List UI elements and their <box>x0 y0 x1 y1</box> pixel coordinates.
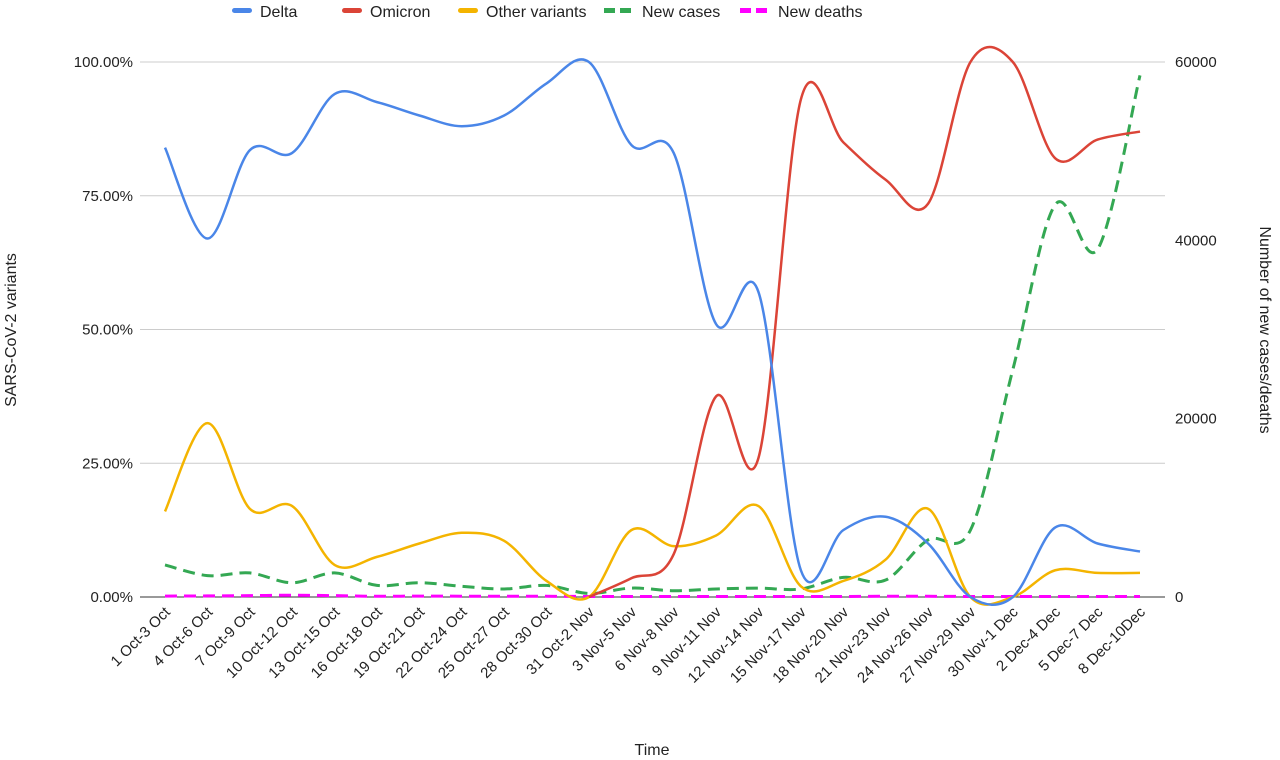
series-line-delta <box>163 58 1141 606</box>
legend-item[interactable]: Delta <box>232 4 297 21</box>
left-tick-label: 75.00% <box>82 188 133 205</box>
legend-swatch <box>620 8 631 13</box>
legend-item[interactable]: New deaths <box>740 4 863 21</box>
legend-swatch <box>342 8 362 13</box>
series-lines <box>163 45 1142 606</box>
left-tick-label: 0.00% <box>90 589 133 606</box>
left-axis-ticks: 0.00% 25.00% 50.00% 75.00% 100.00% <box>74 54 133 606</box>
left-tick-label: 100.00% <box>74 54 133 71</box>
series-line-omicron <box>588 45 1141 599</box>
legend-item[interactable]: New cases <box>604 4 720 21</box>
legend-label: Omicron <box>370 4 430 21</box>
right-tick-label: 60000 <box>1175 54 1217 71</box>
legend-label: Other variants <box>486 4 586 21</box>
x-axis-title: Time <box>635 742 670 759</box>
right-axis-ticks: 0 20000 40000 60000 <box>1175 54 1217 606</box>
series-line-new-deaths <box>164 593 1140 599</box>
right-axis-title: Number of new cases/deaths <box>1256 226 1273 433</box>
right-tick-label: 20000 <box>1175 411 1217 428</box>
legend-swatch <box>232 8 252 13</box>
legend-swatch <box>604 8 615 13</box>
left-tick-label: 25.00% <box>82 455 133 472</box>
legend-item[interactable]: Omicron <box>342 4 430 21</box>
legend-label: New cases <box>642 4 720 21</box>
right-tick-label: 40000 <box>1175 232 1217 249</box>
legend-swatch <box>740 8 751 13</box>
legend-item[interactable]: Other variants <box>458 4 586 21</box>
right-tick-label: 0 <box>1175 589 1183 606</box>
left-axis-title: SARS-CoV-2 variants <box>3 253 20 407</box>
legend-swatch <box>756 8 767 13</box>
left-tick-label: 50.00% <box>82 322 133 339</box>
gridlines <box>140 61 1165 598</box>
legend-swatch <box>458 8 478 13</box>
series-line-new-cases <box>164 75 1142 595</box>
legend-label: Delta <box>260 4 297 21</box>
legend-label: New deaths <box>778 4 863 21</box>
legend: Delta Omicron Other variants New cases New d… <box>232 4 863 21</box>
